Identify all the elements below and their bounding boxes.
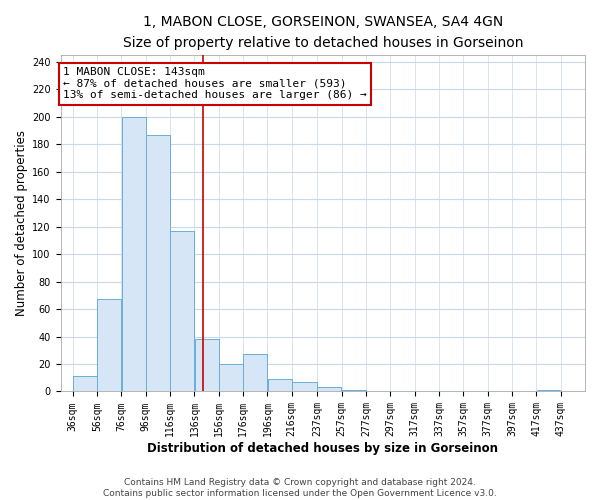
X-axis label: Distribution of detached houses by size in Gorseinon: Distribution of detached houses by size … bbox=[147, 442, 498, 455]
Bar bbox=[243, 354, 267, 392]
Bar bbox=[146, 134, 170, 392]
Bar bbox=[342, 390, 366, 392]
Text: Contains HM Land Registry data © Crown copyright and database right 2024.
Contai: Contains HM Land Registry data © Crown c… bbox=[103, 478, 497, 498]
Text: 1 MABON CLOSE: 143sqm
← 87% of detached houses are smaller (593)
13% of semi-det: 1 MABON CLOSE: 143sqm ← 87% of detached … bbox=[63, 68, 367, 100]
Bar bbox=[536, 390, 560, 392]
Bar bbox=[317, 388, 341, 392]
Bar bbox=[292, 382, 317, 392]
Bar bbox=[73, 376, 97, 392]
Y-axis label: Number of detached properties: Number of detached properties bbox=[15, 130, 28, 316]
Bar bbox=[170, 231, 194, 392]
Bar bbox=[219, 364, 243, 392]
Bar bbox=[97, 300, 121, 392]
Bar bbox=[268, 379, 292, 392]
Bar bbox=[194, 340, 218, 392]
Title: 1, MABON CLOSE, GORSEINON, SWANSEA, SA4 4GN
Size of property relative to detache: 1, MABON CLOSE, GORSEINON, SWANSEA, SA4 … bbox=[122, 15, 523, 50]
Bar bbox=[122, 116, 146, 392]
